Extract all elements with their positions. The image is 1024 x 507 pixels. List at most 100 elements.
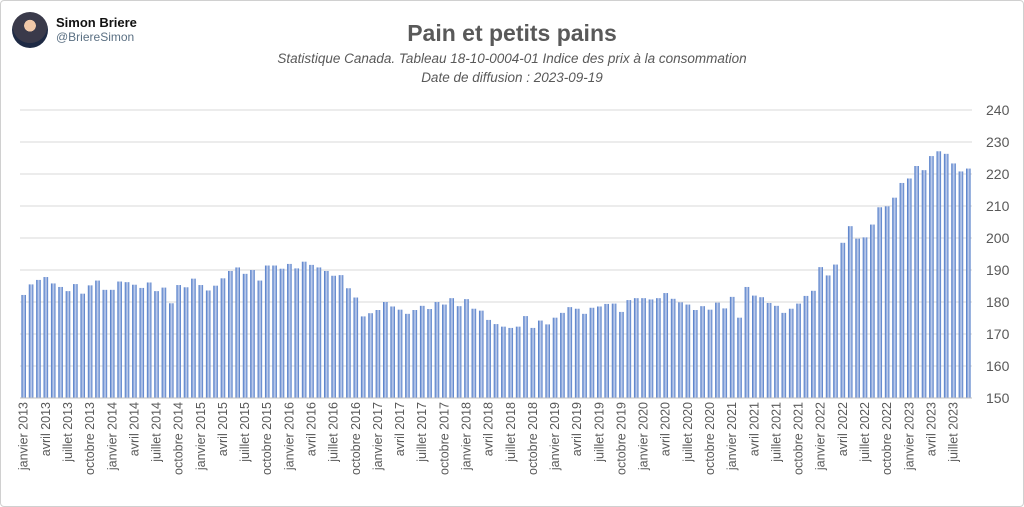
bar — [862, 237, 868, 398]
avatar[interactable] — [12, 12, 48, 48]
bar — [316, 267, 322, 398]
bar — [449, 298, 455, 398]
user-header: Simon Briere @BriereSimon — [12, 12, 137, 48]
bar — [611, 303, 617, 398]
chart-subtitle-date: Date de diffusion : 2023-09-19 — [421, 70, 603, 85]
bar — [124, 282, 130, 398]
bar — [722, 308, 728, 398]
bar — [73, 284, 78, 398]
x-tick-label: avril 2020 — [659, 402, 673, 456]
x-tick-label: juillet 2017 — [415, 402, 429, 463]
bar — [663, 293, 669, 398]
bar — [43, 277, 49, 398]
x-tick-label: avril 2023 — [924, 402, 938, 456]
bar — [176, 285, 181, 398]
y-tick-label: 150 — [986, 390, 1010, 406]
x-tick-label: janvier 2014 — [105, 402, 119, 471]
bar — [331, 275, 336, 398]
bar — [501, 326, 506, 398]
bar — [626, 300, 632, 398]
bar — [139, 287, 145, 398]
bar — [899, 182, 905, 398]
y-tick-label: 220 — [986, 166, 1010, 182]
chart-subtitle: Statistique Canada. Tableau 18-10-0004-0… — [277, 51, 747, 66]
x-tick-label: juillet 2019 — [592, 402, 606, 463]
bar — [191, 278, 196, 398]
user-name[interactable]: Simon Briere — [56, 15, 137, 30]
bar — [117, 281, 122, 398]
x-tick-label: avril 2017 — [393, 402, 407, 456]
x-tick-label: janvier 2013 — [17, 402, 31, 471]
bar — [235, 267, 240, 398]
bar — [892, 197, 897, 398]
bar — [825, 275, 831, 398]
bar — [161, 287, 167, 398]
bar — [936, 151, 942, 398]
bar — [847, 226, 853, 398]
bar — [456, 306, 462, 398]
bar — [405, 313, 410, 398]
x-tick-label: octobre 2014 — [172, 402, 186, 475]
bar — [552, 317, 558, 398]
bar — [169, 303, 174, 398]
bar — [287, 263, 292, 398]
bar — [906, 178, 912, 398]
x-tick-label: avril 2016 — [305, 402, 319, 456]
bar — [264, 265, 270, 398]
bar — [560, 312, 565, 398]
x-tick-label: juillet 2023 — [947, 402, 961, 463]
bar — [943, 153, 949, 398]
bar — [803, 295, 809, 398]
bar — [397, 309, 403, 398]
x-tick-label: juillet 2021 — [769, 402, 783, 463]
y-tick-label: 210 — [986, 198, 1010, 214]
bar — [146, 282, 152, 398]
bar — [884, 206, 890, 398]
bar — [589, 307, 595, 398]
x-tick-label: avril 2013 — [39, 402, 53, 456]
bar — [796, 303, 801, 398]
x-tick-label: janvier 2021 — [725, 402, 739, 471]
bar — [132, 284, 137, 398]
x-tick-label: janvier 2019 — [548, 402, 562, 471]
bar — [582, 313, 587, 398]
bar — [656, 298, 661, 398]
y-tick-label: 180 — [986, 294, 1010, 310]
bar — [250, 270, 255, 398]
bar — [914, 166, 919, 398]
x-tick-label: avril 2019 — [570, 402, 584, 456]
x-tick-label: octobre 2017 — [437, 402, 451, 475]
bar — [508, 327, 514, 398]
bar — [28, 284, 34, 398]
user-info: Simon Briere @BriereSimon — [56, 15, 137, 45]
bar — [412, 310, 418, 398]
bar — [966, 168, 971, 398]
bar — [700, 306, 705, 398]
x-tick-label: janvier 2015 — [194, 402, 208, 471]
bar — [855, 238, 860, 398]
bar — [752, 295, 757, 398]
y-tick-label: 240 — [986, 102, 1010, 118]
user-handle[interactable]: @BriereSimon — [56, 30, 135, 44]
x-tick-label: juillet 2013 — [61, 402, 75, 463]
bar — [50, 283, 56, 398]
x-tick-label: avril 2014 — [127, 402, 141, 456]
bar — [353, 297, 359, 398]
x-tick-label: juillet 2022 — [858, 402, 872, 463]
bar — [279, 268, 285, 398]
x-tick-label: octobre 2019 — [614, 402, 628, 475]
x-tick-label: octobre 2016 — [349, 402, 363, 475]
x-tick-label: janvier 2022 — [814, 402, 828, 471]
bar — [604, 303, 609, 398]
bar — [228, 270, 233, 398]
x-tick-label: octobre 2022 — [880, 402, 894, 475]
bar — [715, 302, 720, 398]
x-tick-label: avril 2022 — [836, 402, 850, 456]
bar — [648, 299, 654, 398]
bar — [213, 285, 218, 398]
x-tick-label: janvier 2023 — [902, 402, 916, 471]
x-tick-label: janvier 2018 — [459, 402, 473, 471]
bar — [678, 302, 683, 398]
bar — [390, 306, 395, 398]
bar — [294, 268, 300, 398]
